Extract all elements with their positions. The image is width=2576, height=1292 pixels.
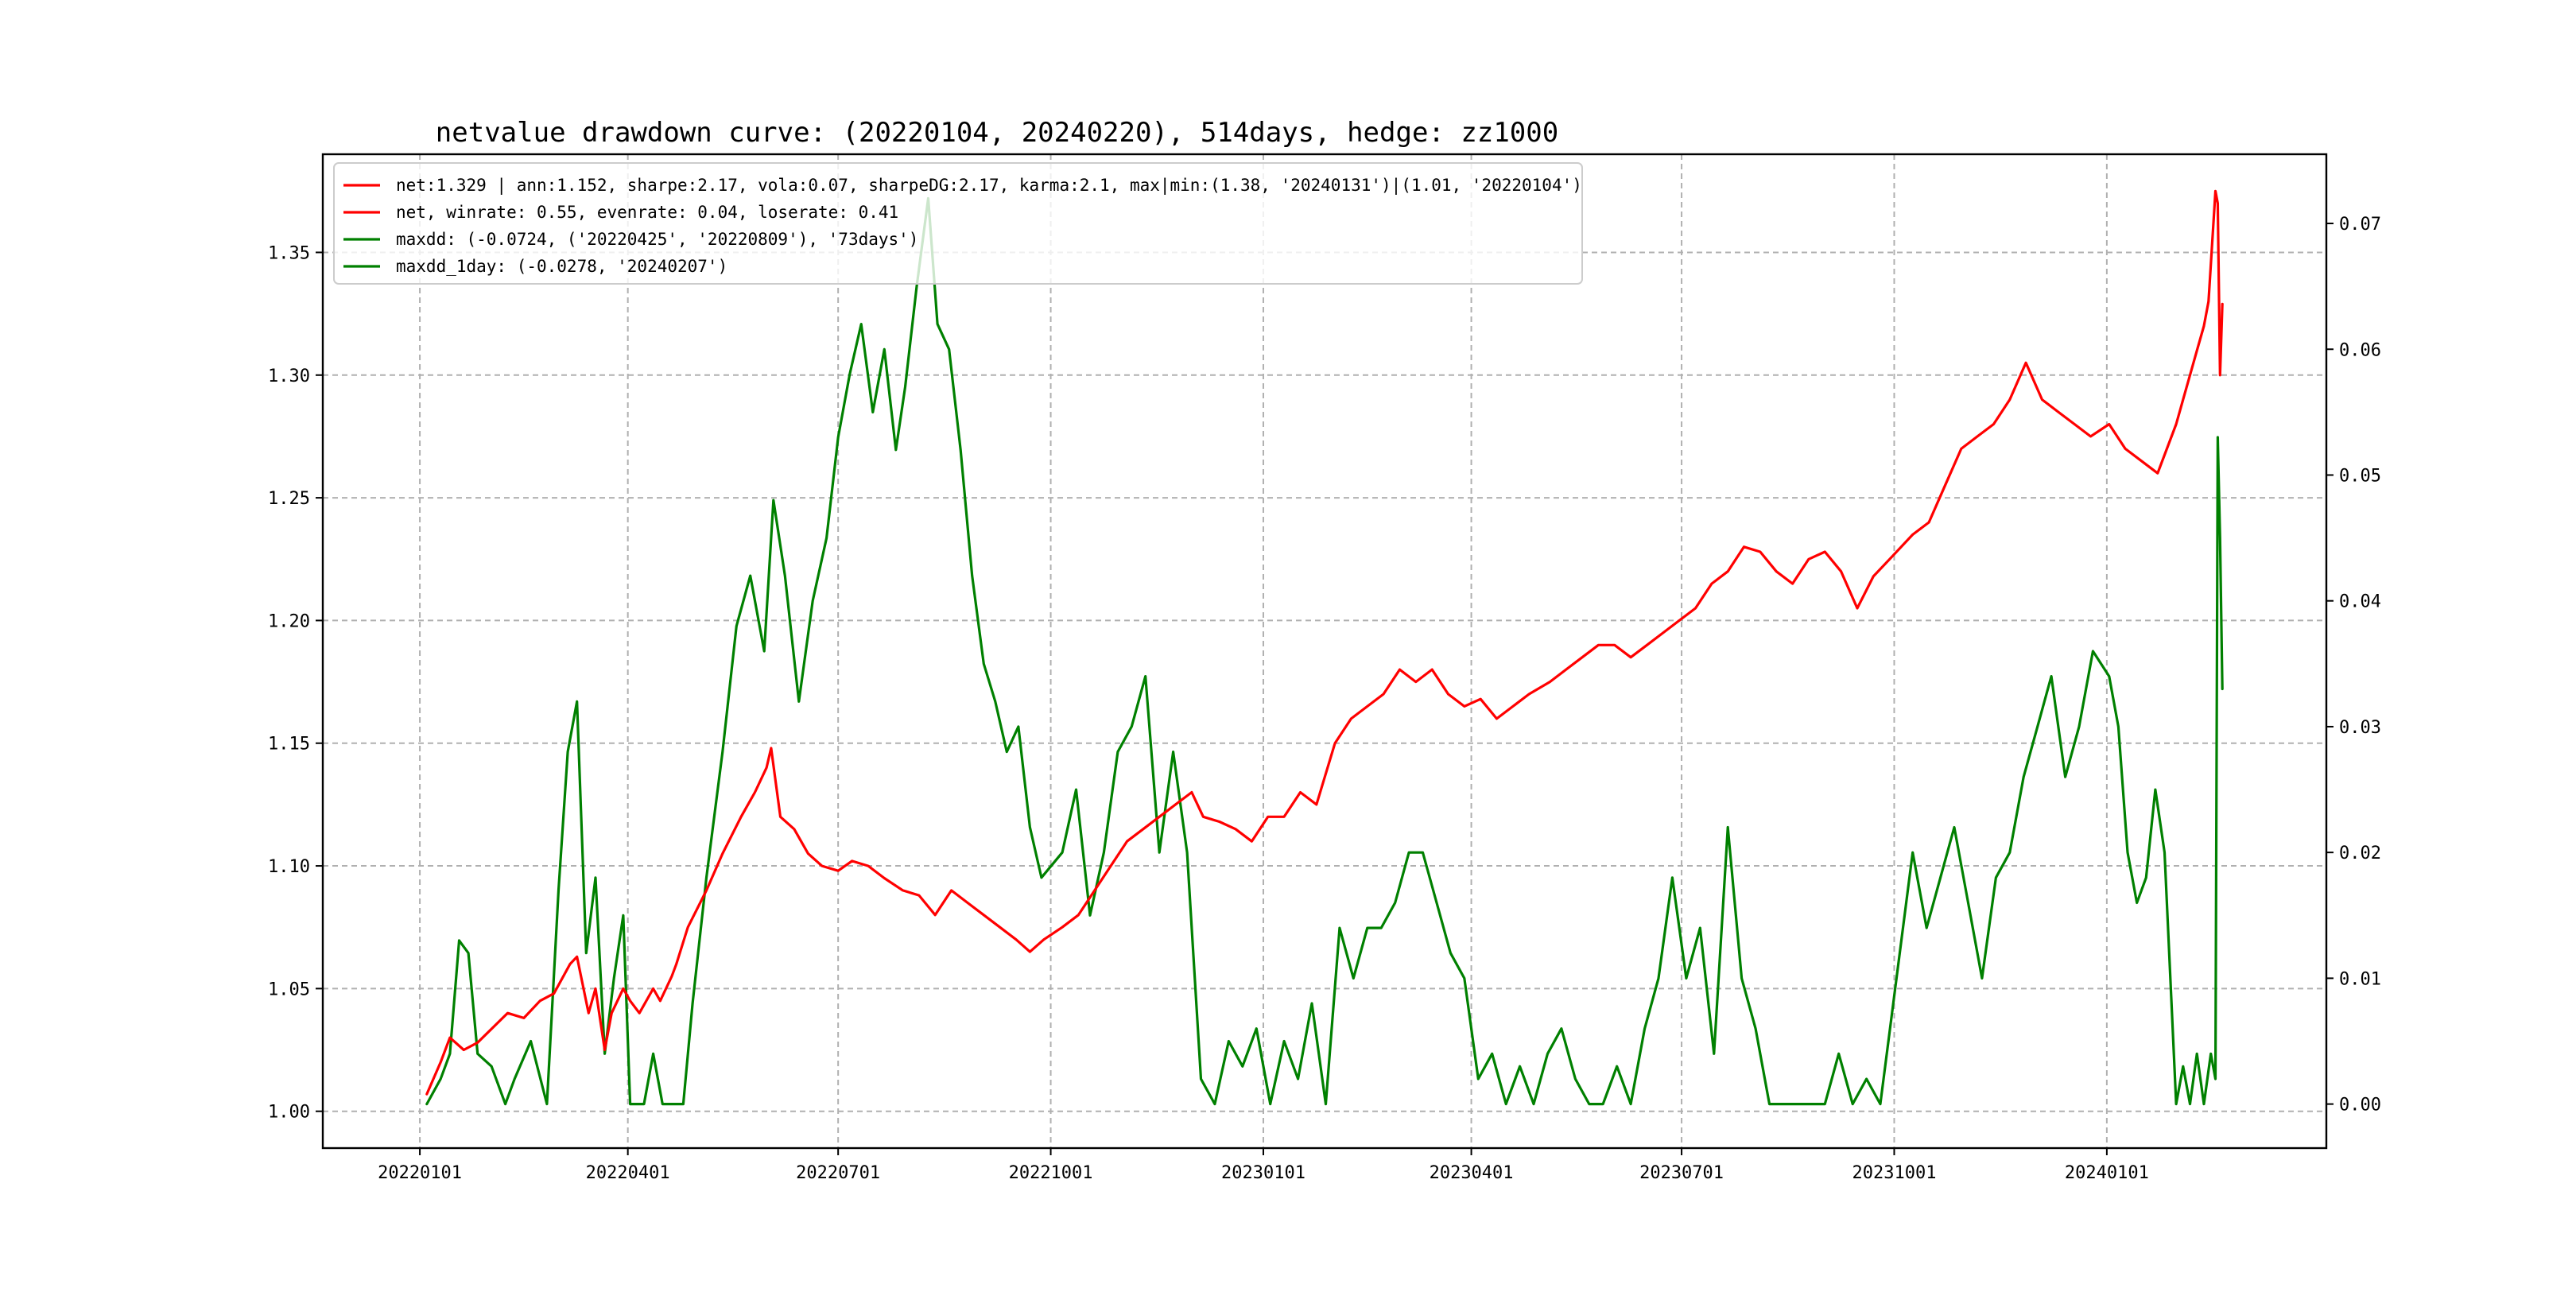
y-left-tick-label: 1.35 (268, 243, 310, 263)
legend-label: net:1.329 | ann:1.152, sharpe:2.17, vola… (396, 176, 1582, 196)
y-left-tick-label: 1.10 (268, 857, 310, 877)
y-left-tick-label: 1.15 (268, 735, 310, 755)
legend-box (333, 162, 1583, 285)
x-tick-label: 20230701 (1639, 1163, 1724, 1183)
legend-label: maxdd: (-0.0724, ('20220425', '20220809'… (396, 230, 918, 249)
legend-label: maxdd_1day: (-0.0278, '20240207') (396, 257, 727, 276)
x-tick-label: 20231001 (1852, 1163, 1936, 1183)
chart-title: netvalue drawdown curve: (20220104, 2024… (436, 117, 1558, 149)
x-tick-label: 20220701 (796, 1163, 880, 1183)
x-tick-label: 20221001 (1009, 1163, 1093, 1183)
y-right-tick-label: 0.01 (2339, 969, 2381, 989)
x-tick-label: 20240101 (2065, 1163, 2149, 1183)
y-right-tick-label: 0.03 (2339, 718, 2381, 738)
series-line-net (425, 189, 2224, 1096)
y-left-tick-label: 1.00 (268, 1103, 310, 1123)
series-line-maxdd (425, 196, 2224, 1106)
x-tick-label: 20230101 (1221, 1163, 1305, 1183)
legend: net:1.329 | ann:1.152, sharpe:2.17, vola… (333, 162, 1583, 285)
y-right-tick-label: 0.00 (2339, 1096, 2381, 1115)
y-right-tick-label: 0.07 (2339, 215, 2381, 235)
y-right-tick-label: 0.02 (2339, 844, 2381, 863)
y-right-tick-label: 0.05 (2339, 466, 2381, 486)
y-left-tick-label: 1.30 (268, 367, 310, 386)
plot-frame (321, 153, 2328, 1150)
tick-layer: 20220101 20220401 20220701 20221001 20230101… (268, 215, 2381, 1183)
legend-label: net, winrate: 0.55, evenrate: 0.04, lose… (396, 203, 898, 222)
y-right-tick-label: 0.06 (2339, 340, 2381, 360)
x-tick-label: 20230401 (1430, 1163, 1514, 1183)
y-left-tick-label: 1.25 (268, 489, 310, 509)
series-layer (425, 189, 2224, 1106)
y-right-tick-label: 0.04 (2339, 592, 2381, 612)
x-tick-label: 20220101 (378, 1163, 462, 1183)
x-tick-label: 20220401 (586, 1163, 670, 1183)
y-left-tick-label: 1.05 (268, 980, 310, 999)
y-left-tick-label: 1.20 (268, 611, 310, 631)
